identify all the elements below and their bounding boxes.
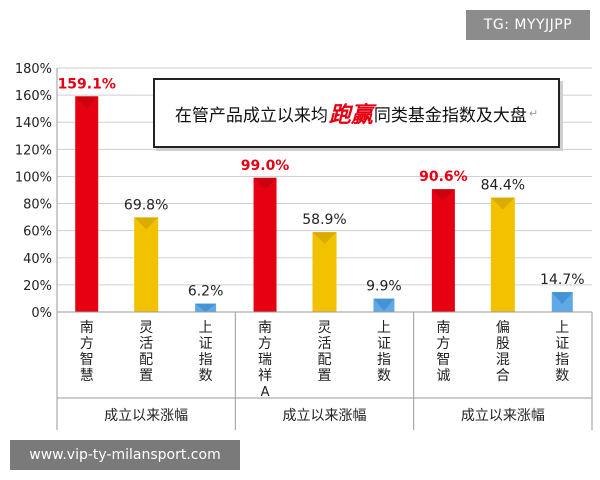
group-label: 成立以来涨幅 (104, 408, 188, 424)
y-tick-label: 80% (23, 198, 52, 213)
data-label: 9.9% (366, 279, 402, 295)
data-label: 14.7% (540, 272, 584, 288)
category-label-char: 方 (80, 336, 94, 352)
category-label-char: 南 (258, 320, 272, 336)
bar-bevel (195, 303, 217, 312)
category-label-char: 上 (555, 320, 569, 336)
category-label-char: 活 (318, 336, 332, 352)
category-label-char: 证 (377, 336, 391, 352)
data-label: 159.1% (58, 76, 116, 92)
category-label-char: 智 (436, 352, 450, 368)
title-suffix: 同类基金指数及大盘 (373, 105, 527, 126)
category-label-char: 方 (436, 336, 450, 352)
bar-bevel (551, 292, 573, 305)
category-label-char: 诚 (436, 368, 450, 384)
category-label-char: A (261, 385, 270, 400)
bar (431, 189, 455, 312)
chart-title-box: 在管产品成立以来均 跑赢 同类基金指数及大盘 ↵ (153, 78, 560, 148)
bar-bevel (490, 197, 515, 210)
category-label-char: 指 (377, 352, 391, 368)
y-tick-label: 20% (23, 279, 52, 294)
title-highlight: 跑赢 (328, 103, 373, 128)
bar-bevel (431, 189, 455, 202)
category-label-char: 上 (377, 320, 391, 336)
bar (253, 177, 277, 312)
data-label: 6.2% (188, 284, 224, 300)
category-label-char: 活 (139, 336, 153, 352)
bars (75, 96, 573, 312)
data-label: 84.4% (481, 178, 525, 194)
category-label-char: 配 (139, 352, 153, 368)
category-label-char: 南 (80, 320, 94, 336)
bar (134, 217, 159, 312)
category-label-char: 证 (199, 336, 213, 352)
data-label: 69.8% (124, 197, 168, 213)
group-label: 成立以来涨幅 (283, 408, 367, 424)
y-tick-label: 0% (31, 306, 52, 321)
data-label: 90.6% (419, 169, 468, 185)
bar-bevel (253, 177, 277, 190)
category-label-char: 瑞 (258, 352, 272, 368)
category-label-char: 灵 (318, 320, 332, 336)
category-label-char: 指 (199, 352, 213, 368)
bar (490, 197, 515, 312)
y-tick-label: 180% (15, 62, 52, 77)
category-label-char: 合 (496, 368, 510, 384)
category-label-char: 股 (496, 336, 510, 352)
category-labels: 南方智慧灵活配置上证指数成立以来涨幅南方瑞祥A灵活配置上证指数成立以来涨幅南方智… (56, 311, 593, 430)
y-tick-label: 160% (15, 89, 52, 104)
y-tick-label: 60% (23, 225, 52, 240)
bar (75, 96, 99, 312)
category-label-char: 智 (80, 352, 94, 368)
category-label-char: 数 (377, 368, 391, 384)
bar-bevel (312, 232, 337, 245)
category-label-char: 数 (199, 368, 213, 384)
bar-bevel (75, 96, 99, 109)
return-mark: ↵ (528, 106, 539, 120)
category-label-char: 上 (199, 320, 213, 336)
bar-bevel (373, 298, 395, 311)
watermark-bottom: www.vip-ty-milansport.com (10, 440, 240, 470)
data-label: 99.0% (241, 158, 290, 174)
bar (312, 232, 337, 312)
category-label-char: 慧 (80, 368, 94, 384)
y-axis: 0% 20% 40% 60% 80% 100% 120% 140% 160% 180% (15, 62, 58, 321)
category-label-char: 祥 (258, 368, 272, 384)
category-label-char: 置 (318, 368, 332, 384)
category-label-char: 偏 (496, 320, 510, 336)
y-tick-label: 40% (23, 252, 52, 267)
category-label-char: 混 (496, 352, 510, 368)
y-tick-label: 120% (15, 143, 52, 158)
bar-bevel (134, 217, 159, 230)
data-label: 58.9% (302, 212, 346, 228)
y-tick-label: 100% (15, 170, 52, 185)
category-label-char: 灵 (139, 320, 153, 336)
title-prefix: 在管产品成立以来均 (174, 105, 328, 126)
watermark-top: TG: MYYJJPP (466, 10, 590, 40)
category-label-char: 方 (258, 336, 272, 352)
y-tick-label: 140% (15, 116, 52, 131)
category-label-char: 数 (555, 368, 569, 384)
category-label-char: 指 (555, 352, 569, 368)
category-label-char: 配 (318, 352, 332, 368)
group-label: 成立以来涨幅 (461, 408, 545, 424)
category-label-char: 南 (436, 320, 450, 336)
data-labels: 159.1% 69.8% 6.2% 99.0% 58.9% 9.9% 90.6% 84.4% 1… (58, 76, 585, 299)
category-label-char: 置 (139, 368, 153, 384)
category-label-char: 证 (555, 336, 569, 352)
